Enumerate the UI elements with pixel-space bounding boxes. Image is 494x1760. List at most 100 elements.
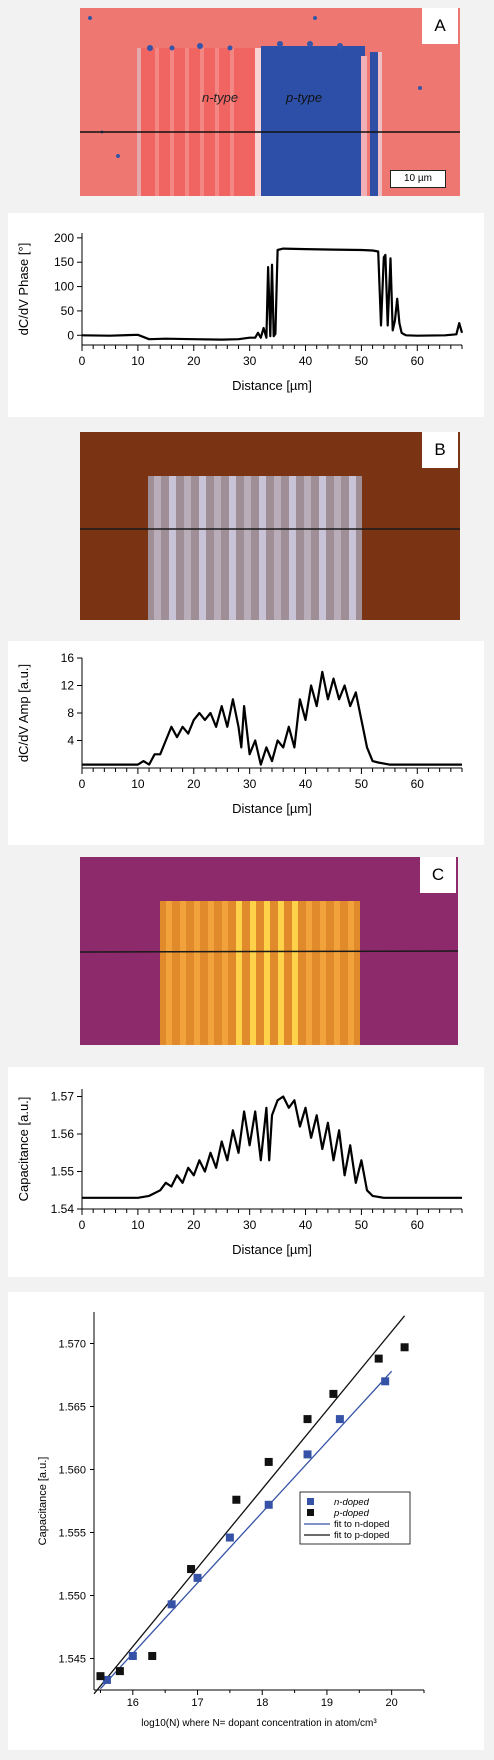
x-tick-label: 10 — [131, 777, 145, 791]
data-point — [264, 1457, 273, 1466]
x-tick-label: 50 — [355, 1218, 369, 1232]
stripe — [292, 901, 298, 1045]
capacitance-chart-card: 1.54 1.55 1.56 1.57 0 10 20 30 40 50 60 Distance [µ… — [8, 1067, 484, 1277]
stripe — [334, 901, 340, 1045]
x-tick-label: 16 — [127, 1697, 139, 1709]
y-tick-label: 1.57 — [51, 1090, 75, 1104]
panel-b-letter: B — [422, 432, 458, 468]
phase-map-image — [80, 8, 460, 196]
x-tick-label: 50 — [355, 777, 369, 791]
stripe — [250, 901, 256, 1045]
x-tick-label: 60 — [411, 354, 425, 368]
stripe — [169, 476, 176, 620]
data-point — [303, 1450, 312, 1459]
x-tick-label: 60 — [411, 777, 425, 791]
y-axis-label: Capacitance [a.u.] — [16, 1097, 31, 1202]
capacitance-map-image — [79, 857, 459, 1045]
data-point — [96, 1672, 105, 1681]
stripe — [306, 901, 312, 1045]
y-tick-label: 150 — [54, 255, 74, 269]
y-axis-label: dC/dV Amp [a.u.] — [16, 664, 31, 762]
x-tick-label: 0 — [79, 777, 86, 791]
y-tick-label: 100 — [54, 280, 74, 294]
x-tick-label: 10 — [131, 1218, 145, 1232]
data-point — [167, 1600, 176, 1609]
phase-chart: 0 50 100 150 200 0 10 20 30 40 50 60 Distance [µm] dC… — [16, 231, 464, 393]
capacitance-vs-doping-chart: 1.545 1.550 1.555 1.560 1.565 1.570 16 17 18 19 20… — [37, 1312, 425, 1729]
amplitude-map-image — [80, 432, 460, 620]
x-tick-label: 0 — [79, 354, 86, 368]
y-tick-label: 1.55 — [51, 1165, 75, 1179]
data-point — [128, 1651, 137, 1660]
y-axis-label: dC/dV Phase [°] — [16, 243, 31, 336]
stripe — [166, 901, 172, 1045]
data-point — [329, 1389, 338, 1398]
stripe — [180, 901, 186, 1045]
p-type-label: p-type — [286, 90, 323, 105]
x-tick-label: 30 — [243, 354, 257, 368]
stripe — [348, 901, 354, 1045]
stripe — [244, 476, 251, 620]
y-tick-label: 1.54 — [51, 1202, 75, 1216]
x-tick-label: 10 — [131, 354, 145, 368]
stripe — [229, 476, 236, 620]
x-tick-label: 30 — [243, 777, 257, 791]
fit-line — [99, 1370, 393, 1690]
fit-line — [93, 1315, 406, 1695]
x-axis-label: log10(N) where N= dopant concentration i… — [141, 1718, 377, 1729]
scatter-chart-card: 1.545 1.550 1.555 1.560 1.565 1.570 16 17 18 19 20… — [8, 1292, 484, 1750]
phase-chart-card: 0 50 100 150 200 0 10 20 30 40 50 60 Distance [µm] dC… — [8, 213, 484, 417]
panel-c-image: C — [79, 857, 459, 1045]
stripe — [184, 476, 191, 620]
x-tick-label: 20 — [187, 777, 201, 791]
stripe — [222, 901, 228, 1045]
legend-label: p-doped — [333, 1508, 370, 1519]
stripe — [259, 476, 266, 620]
x-tick-label: 60 — [411, 1218, 425, 1232]
y-tick-label: 8 — [67, 706, 74, 720]
data-point — [193, 1573, 202, 1582]
data-point — [400, 1343, 409, 1352]
scale-bar: 10 µm — [390, 170, 446, 188]
legend-label: fit to p-doped — [334, 1530, 389, 1541]
data-line — [82, 1095, 462, 1199]
x-tick-label: 20 — [187, 354, 201, 368]
amplitude-chart: 4 8 12 16 0 10 20 30 40 50 60 Distance [µm] dC/dV Am… — [16, 651, 463, 816]
legend-label: n-doped — [334, 1497, 370, 1508]
panel-a-image: n-type p-type 10 µm A — [80, 8, 460, 196]
stripe — [349, 476, 356, 620]
y-tick-label: 1.56 — [51, 1127, 75, 1141]
stripe — [320, 901, 326, 1045]
data-point — [232, 1495, 241, 1504]
x-tick-label: 40 — [299, 354, 313, 368]
stripe — [274, 476, 281, 620]
x-tick-label: 30 — [243, 1218, 257, 1232]
y-tick-label: 1.550 — [58, 1591, 86, 1603]
x-tick-label: 40 — [299, 777, 313, 791]
x-axis-label: Distance [µm] — [232, 801, 312, 816]
stripe — [334, 476, 341, 620]
x-axis-label: Distance [µm] — [232, 378, 312, 393]
data-line — [81, 247, 464, 341]
stripe — [154, 476, 161, 620]
y-tick-label: 16 — [61, 651, 75, 665]
data-point — [374, 1354, 383, 1363]
data-point — [187, 1565, 196, 1574]
stripe — [289, 476, 296, 620]
data-point — [225, 1533, 234, 1542]
stripe — [236, 901, 242, 1045]
data-point — [335, 1415, 344, 1424]
legend-marker — [307, 1509, 314, 1516]
legend-marker — [307, 1498, 314, 1505]
y-tick-label: 4 — [67, 734, 74, 748]
x-tick-label: 18 — [256, 1697, 268, 1709]
data-line — [82, 670, 462, 766]
panel-b-image: B — [80, 432, 460, 620]
n-type-label: n-type — [202, 90, 239, 105]
stripe — [319, 476, 326, 620]
stripe — [264, 901, 270, 1045]
panel-c-letter: C — [420, 857, 456, 893]
stripe — [208, 901, 214, 1045]
stripe — [214, 476, 221, 620]
